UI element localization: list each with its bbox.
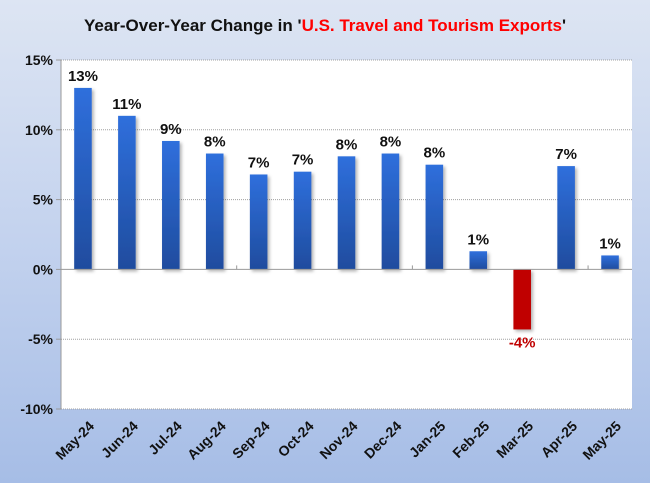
bar-may-25 xyxy=(601,255,619,270)
y-tick-label: -5% xyxy=(28,331,53,347)
data-label: 7% xyxy=(248,154,270,171)
x-tick-label: Aug-24 xyxy=(184,418,229,463)
y-axis: 15% 10% 5% 0% -5% -10% xyxy=(20,52,62,417)
bar-sep-24 xyxy=(249,174,268,270)
data-label: 8% xyxy=(204,134,226,151)
x-tick-label: Mar-25 xyxy=(493,418,536,461)
data-label: 11% xyxy=(112,96,141,113)
x-tick-label: Jun-24 xyxy=(98,418,141,461)
x-tick-label: Dec-24 xyxy=(361,418,405,462)
data-label: 8% xyxy=(380,134,402,151)
x-tick-label: Nov-24 xyxy=(316,418,360,462)
x-tick-label: Oct-24 xyxy=(275,418,317,460)
x-tick-label: Sep-24 xyxy=(229,418,273,462)
title-highlight: U.S. Travel and Tourism Exports xyxy=(302,16,562,35)
data-label: 1% xyxy=(599,235,621,252)
data-label: 7% xyxy=(555,146,577,163)
chart-title: Year-Over-Year Change in 'U.S. Travel an… xyxy=(84,16,566,35)
data-label: 7% xyxy=(292,152,314,169)
bar-jun-24 xyxy=(118,115,136,270)
bar-nov-24 xyxy=(337,156,356,270)
bar-dec-24 xyxy=(381,153,400,270)
x-tick-label: May-25 xyxy=(579,418,624,463)
data-label: 9% xyxy=(160,121,182,138)
y-tick-label: 10% xyxy=(25,122,54,138)
bar-mar-25 xyxy=(513,269,531,330)
bar-jan-25 xyxy=(425,164,444,270)
bar-jul-24 xyxy=(162,140,180,270)
x-tick-label: Jul-24 xyxy=(145,418,185,458)
y-tick-label: 15% xyxy=(25,52,54,68)
x-tick-label: Feb-25 xyxy=(449,418,492,461)
data-label: 13% xyxy=(68,68,98,85)
title-prefix: Year-Over-Year Change in ' xyxy=(84,16,302,35)
x-tick-label: Jan-25 xyxy=(406,418,449,461)
data-label: -4% xyxy=(509,334,536,351)
data-labels: 13% 11% 9% 8% 7% 7% 8% 8% 8% 1% -4% 7% 1% xyxy=(68,68,621,352)
bar-oct-24 xyxy=(293,171,312,270)
bar-aug-24 xyxy=(205,153,224,270)
title-suffix: ' xyxy=(562,16,566,35)
x-tick-label: May-24 xyxy=(52,418,97,463)
y-tick-label: 0% xyxy=(33,261,54,277)
bars xyxy=(74,87,619,330)
bar-may-24 xyxy=(74,87,92,270)
y-tick-label: 5% xyxy=(33,192,54,208)
y-tick-label: -10% xyxy=(20,401,53,417)
data-label: 8% xyxy=(336,136,358,153)
data-label: 8% xyxy=(424,145,446,162)
bar-feb-25 xyxy=(469,251,488,270)
x-tick-label: Apr-25 xyxy=(538,418,581,461)
data-label: 1% xyxy=(467,231,489,248)
bar-apr-25 xyxy=(557,166,575,270)
